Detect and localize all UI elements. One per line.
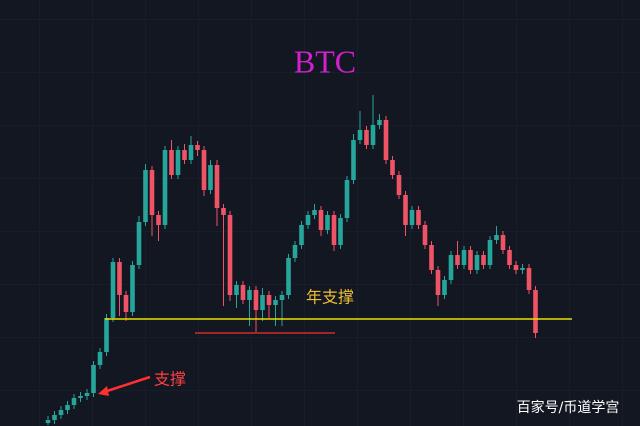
candle-body: [507, 250, 512, 265]
candle-body: [487, 240, 493, 265]
candle-body: [253, 290, 259, 310]
candle-body: [208, 165, 213, 190]
annotation: 年支撑: [306, 288, 354, 307]
candle-body: [312, 210, 317, 215]
candle-body: [65, 405, 70, 410]
candle-body: [325, 215, 330, 230]
candle-body: [331, 215, 337, 245]
candle-body: [91, 365, 96, 393]
candle-body: [214, 165, 220, 208]
candle-body: [526, 268, 532, 290]
arrow-head: [98, 386, 109, 396]
candle-body: [468, 250, 473, 270]
candle-body: [429, 245, 434, 270]
candle-body: [364, 130, 369, 145]
candle-body: [520, 268, 525, 270]
candle-body: [422, 225, 428, 245]
candle-body: [455, 255, 460, 265]
candle-body: [149, 170, 155, 215]
candle-body: [221, 208, 226, 215]
candle-body: [136, 222, 142, 265]
candle-body: [182, 150, 187, 160]
candle-body: [143, 170, 148, 222]
candle-body: [494, 235, 499, 240]
candle-body: [97, 352, 103, 365]
candle-body: [513, 265, 519, 270]
candle-body: [260, 295, 265, 310]
candle-body: [201, 150, 207, 190]
candle-body: [351, 140, 356, 180]
candle-body: [305, 215, 311, 225]
candle-body: [117, 262, 122, 295]
candle-body: [448, 255, 454, 280]
candle-body: [45, 420, 51, 423]
candle-body: [247, 290, 252, 300]
candle-body: [104, 318, 109, 352]
chart-title: BTC: [294, 43, 356, 79]
candle-body: [383, 120, 389, 160]
candle-body: [273, 300, 278, 305]
candle-body: [71, 398, 77, 405]
candle-body: [234, 285, 239, 295]
candle-body: [84, 393, 90, 396]
candle-body: [130, 265, 135, 312]
candle-body: [299, 225, 304, 245]
candle-body: [266, 295, 272, 305]
candle-body: [156, 215, 161, 225]
candle-body: [435, 270, 441, 295]
annotation: 支撑: [154, 370, 186, 389]
candle-body: [481, 255, 486, 265]
watermark: 百家号/币道学宫: [517, 399, 620, 416]
candle-body: [344, 180, 350, 218]
candle-body: [169, 150, 174, 175]
candle-body: [52, 415, 57, 420]
candle-body: [416, 210, 421, 225]
candle-body: [162, 150, 168, 225]
candle-body: [227, 215, 233, 295]
candle-body: [292, 245, 298, 258]
candle-body: [240, 285, 246, 300]
candle-body: [377, 120, 382, 125]
candle-body: [403, 195, 408, 225]
candle-body: [78, 396, 83, 398]
candle-body: [442, 280, 447, 295]
candle-body: [286, 258, 291, 295]
candle-body: [409, 210, 415, 225]
candle-body: [123, 295, 129, 312]
candle-body: [110, 262, 116, 318]
candle-body: [279, 295, 285, 300]
candle-body: [338, 218, 343, 245]
candle-body: [461, 250, 467, 265]
candle-body: [370, 125, 376, 145]
candle-body: [390, 160, 395, 175]
candle-body: [533, 290, 538, 333]
candle-body: [396, 175, 402, 195]
candle-body: [188, 145, 194, 160]
candle-body: [500, 235, 506, 250]
arrow: [103, 375, 151, 394]
candle-body: [175, 150, 181, 175]
candle-body: [474, 255, 480, 270]
candle-body: [195, 145, 200, 150]
candle-body: [58, 410, 64, 415]
candle-body: [318, 210, 324, 230]
candle-body: [357, 130, 363, 140]
